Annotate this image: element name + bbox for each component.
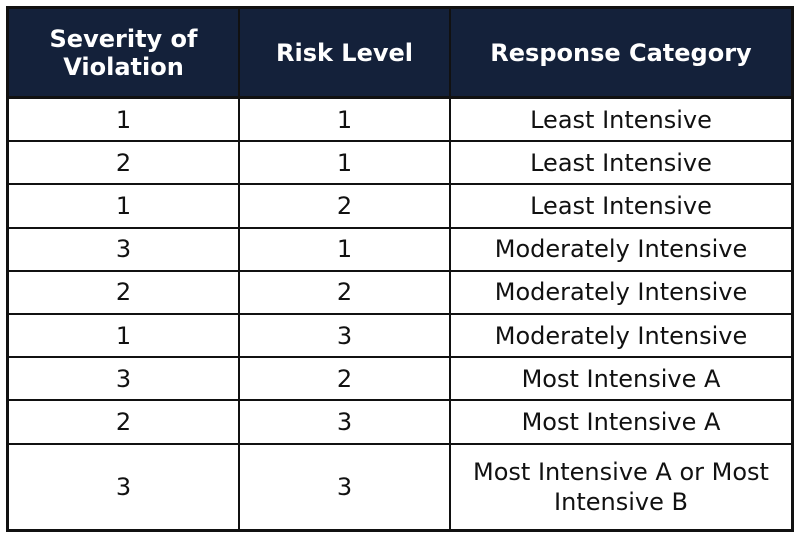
- table-row: 3 3 Most Intensive A or Most Intensive B: [9, 442, 791, 529]
- cell-risk-level: 1: [239, 226, 451, 271]
- response-matrix-table-frame: Severity of Violation Risk Level Respons…: [6, 6, 794, 532]
- cell-response-category: Moderately Intensive: [450, 269, 791, 314]
- table-row: 1 3 Moderately Intensive: [9, 312, 791, 358]
- cell-response-category: Least Intensive: [450, 140, 791, 185]
- cell-response-category: Moderately Intensive: [450, 226, 791, 271]
- cell-risk-level: 2: [239, 356, 451, 401]
- header-row: Severity of Violation Risk Level Respons…: [9, 9, 791, 98]
- cell-severity: 3: [9, 356, 240, 401]
- cell-severity: 2: [9, 399, 240, 444]
- cell-severity: 1: [9, 183, 240, 228]
- table-row: 2 2 Moderately Intensive: [9, 269, 791, 314]
- cell-response-category: Most Intensive A or Most Intensive B: [450, 442, 791, 529]
- cell-severity: 1: [9, 312, 240, 358]
- cell-severity: 3: [9, 226, 240, 271]
- cell-risk-level: 3: [239, 312, 451, 358]
- cell-severity: 2: [9, 269, 240, 314]
- cell-response-category: Most Intensive A: [450, 356, 791, 401]
- table-row: 1 1 Least Intensive: [9, 97, 791, 142]
- table-header: Severity of Violation Risk Level Respons…: [9, 9, 791, 98]
- cell-risk-level: 3: [239, 442, 451, 529]
- cell-risk-level: 3: [239, 399, 451, 444]
- cell-severity: 1: [9, 97, 240, 142]
- response-matrix-table: Severity of Violation Risk Level Respons…: [9, 9, 791, 529]
- table-row: 2 1 Least Intensive: [9, 140, 791, 185]
- cell-response-category: Least Intensive: [450, 183, 791, 228]
- table-row: 3 2 Most Intensive A: [9, 356, 791, 401]
- cell-response-category: Moderately Intensive: [450, 312, 791, 358]
- cell-response-category: Least Intensive: [530, 105, 712, 134]
- cell-severity: 3: [9, 442, 240, 529]
- cell-risk-level: 1: [239, 97, 451, 142]
- header-risk-level: Risk Level: [239, 9, 451, 98]
- table-body: 1 1 Least Intensive 2 1 Least Intensive …: [9, 97, 791, 529]
- table-row: 3 1 Moderately Intensive: [9, 226, 791, 271]
- table-row: 1 2 Least Intensive: [9, 183, 791, 228]
- header-response-category: Response Category: [450, 9, 791, 98]
- cell-risk-level: 2: [239, 183, 451, 228]
- header-severity-of-violation: Severity of Violation: [9, 9, 240, 98]
- cell-risk-level: 1: [239, 140, 451, 185]
- cell-response-category: Most Intensive A: [450, 399, 791, 444]
- table-row: 2 3 Most Intensive A: [9, 399, 791, 444]
- cell-risk-level: 2: [239, 269, 451, 314]
- cell-severity: 2: [9, 140, 240, 185]
